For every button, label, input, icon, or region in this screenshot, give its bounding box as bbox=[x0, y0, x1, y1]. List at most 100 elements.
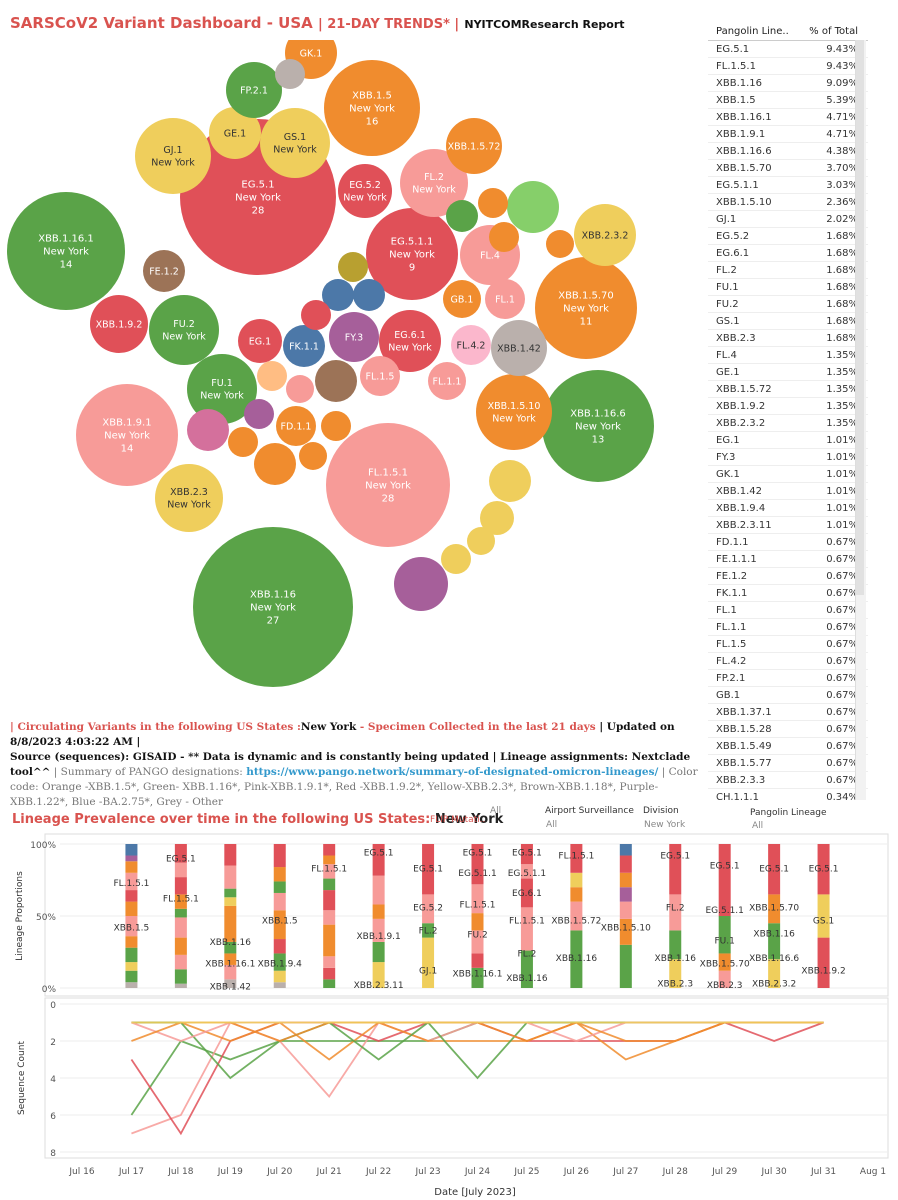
table-row[interactable]: FP.2.1 0.67% bbox=[708, 670, 868, 687]
bubble[interactable]: FL.2 New York bbox=[400, 149, 468, 217]
stack-segment[interactable] bbox=[125, 855, 138, 862]
bubble-circle[interactable] bbox=[366, 208, 458, 300]
table-row[interactable]: FE.1.1.1 0.67% bbox=[708, 551, 868, 568]
stack-segment[interactable] bbox=[619, 944, 632, 988]
stack-segment[interactable] bbox=[224, 897, 237, 906]
table-row[interactable]: XBB.1.5.49 0.67% bbox=[708, 738, 868, 755]
stack-segment[interactable] bbox=[372, 941, 385, 963]
bubble[interactable]: FL.1 bbox=[485, 279, 525, 319]
bubble[interactable] bbox=[446, 200, 478, 232]
stack-segment[interactable] bbox=[125, 947, 138, 963]
bubble[interactable]: GS.1 New York bbox=[260, 108, 330, 178]
stack-segment[interactable] bbox=[669, 930, 682, 960]
bubble-circle[interactable] bbox=[379, 310, 441, 372]
table-row[interactable]: XBB.1.5.77 0.67% bbox=[708, 755, 868, 772]
stack-segment[interactable] bbox=[174, 862, 187, 878]
stack-segment[interactable] bbox=[174, 844, 187, 863]
stack-segment[interactable] bbox=[817, 937, 830, 988]
bubble-circle[interactable] bbox=[155, 464, 223, 532]
bubble-circle[interactable] bbox=[360, 356, 400, 396]
stack-segment[interactable] bbox=[471, 930, 484, 954]
table-row[interactable]: EG.5.1.1 3.03% bbox=[708, 177, 868, 194]
stack-bar[interactable] bbox=[174, 844, 187, 988]
stack-segment[interactable] bbox=[619, 872, 632, 888]
bubble-circle[interactable] bbox=[135, 118, 211, 194]
stack-segment[interactable] bbox=[174, 894, 187, 909]
bubble-circle[interactable] bbox=[315, 360, 357, 402]
bubble-circle[interactable] bbox=[254, 443, 296, 485]
bubble-circle[interactable] bbox=[400, 149, 468, 217]
division-filter-value[interactable]: New York bbox=[644, 820, 686, 830]
bubble[interactable]: FU.2 New York bbox=[149, 295, 219, 365]
stack-bar[interactable] bbox=[471, 844, 484, 988]
line-series-XBB-1-16-1[interactable] bbox=[131, 1021, 824, 1080]
bubble-circle[interactable] bbox=[441, 544, 471, 574]
table-col-lineage[interactable]: Pangolin Line.. bbox=[716, 25, 789, 37]
stack-segment[interactable] bbox=[125, 970, 138, 983]
stack-segment[interactable] bbox=[125, 962, 138, 971]
stack-segment[interactable] bbox=[471, 967, 484, 988]
bubble[interactable]: XBB.1.9.1 New York 14 bbox=[76, 384, 178, 486]
stack-segment[interactable] bbox=[224, 905, 237, 942]
bubble-circle[interactable] bbox=[299, 442, 327, 470]
bubble[interactable]: FP.2.1 bbox=[226, 62, 282, 118]
bubble[interactable] bbox=[322, 279, 354, 311]
stack-segment[interactable] bbox=[768, 959, 781, 988]
stack-segment[interactable] bbox=[471, 844, 484, 885]
bubble-circle[interactable] bbox=[446, 200, 478, 232]
bubble-circle[interactable] bbox=[476, 374, 552, 450]
bubble[interactable] bbox=[275, 59, 305, 89]
table-row[interactable]: FL.1.5 0.67% bbox=[708, 636, 868, 653]
stack-segment[interactable] bbox=[323, 910, 336, 925]
table-row[interactable]: XBB.1.16.1 4.71% bbox=[708, 109, 868, 126]
stack-segment[interactable] bbox=[570, 844, 583, 873]
flip-filter-label[interactable]: FLIP Mutati.. bbox=[430, 815, 486, 825]
stack-segment[interactable] bbox=[768, 923, 781, 960]
table-row[interactable]: XBB.2.3.2 1.35% bbox=[708, 415, 868, 432]
table-row[interactable]: XBB.1.37.1 0.67% bbox=[708, 704, 868, 721]
stack-segment[interactable] bbox=[323, 855, 336, 865]
bubble[interactable]: FL.1.5.1 New York 28 bbox=[326, 423, 450, 547]
table-row[interactable]: EG.5.2 1.68% bbox=[708, 228, 868, 245]
bubble-circle[interactable] bbox=[491, 320, 547, 376]
bubble-circle[interactable] bbox=[329, 312, 379, 362]
bubble[interactable]: XBB.2.3.2 bbox=[574, 204, 636, 266]
bubble-circle[interactable] bbox=[338, 164, 392, 218]
stack-segment[interactable] bbox=[471, 884, 484, 914]
table-row[interactable]: XBB.2.3 1.68% bbox=[708, 330, 868, 347]
stack-segment[interactable] bbox=[125, 872, 138, 891]
stack-segment[interactable] bbox=[174, 954, 187, 970]
table-row[interactable]: FL.1 0.67% bbox=[708, 602, 868, 619]
bubble-circle[interactable] bbox=[507, 181, 559, 233]
stack-segment[interactable] bbox=[718, 844, 731, 916]
bubble-circle[interactable] bbox=[283, 325, 325, 367]
stack-segment[interactable] bbox=[471, 953, 484, 968]
bubble[interactable]: XBB.1.16.1 New York 14 bbox=[7, 192, 125, 310]
bubble-circle[interactable] bbox=[193, 527, 353, 687]
stack-segment[interactable] bbox=[273, 892, 286, 911]
bubble[interactable] bbox=[299, 442, 327, 470]
bubble[interactable]: FK.1.1 bbox=[283, 325, 325, 367]
stack-segment[interactable] bbox=[372, 962, 385, 988]
bubble-circle[interactable] bbox=[489, 222, 519, 252]
stack-bar[interactable] bbox=[718, 844, 731, 988]
table-row[interactable]: XBB.2.3.3 0.67% bbox=[708, 772, 868, 789]
table-row[interactable]: XBB.1.16.6 4.38% bbox=[708, 143, 868, 160]
stack-segment[interactable] bbox=[273, 910, 286, 940]
stack-bar[interactable] bbox=[323, 844, 336, 988]
stack-segment[interactable] bbox=[570, 887, 583, 902]
stack-bar[interactable] bbox=[570, 844, 583, 988]
bubble[interactable] bbox=[254, 443, 296, 485]
bubble-circle[interactable] bbox=[275, 59, 305, 89]
bubble-circle[interactable] bbox=[276, 406, 316, 446]
bubble[interactable] bbox=[286, 375, 314, 403]
table-row[interactable]: FU.2 1.68% bbox=[708, 296, 868, 313]
table-row[interactable]: XBB.1.5.70 3.70% bbox=[708, 160, 868, 177]
stack-segment[interactable] bbox=[174, 937, 187, 955]
bubble-circle[interactable] bbox=[353, 279, 385, 311]
bubble-circle[interactable] bbox=[467, 527, 495, 555]
flip-filter-value[interactable]: All bbox=[490, 806, 502, 816]
stack-segment[interactable] bbox=[125, 861, 138, 873]
bubble-circle[interactable] bbox=[324, 60, 420, 156]
stack-segment[interactable] bbox=[570, 872, 583, 888]
